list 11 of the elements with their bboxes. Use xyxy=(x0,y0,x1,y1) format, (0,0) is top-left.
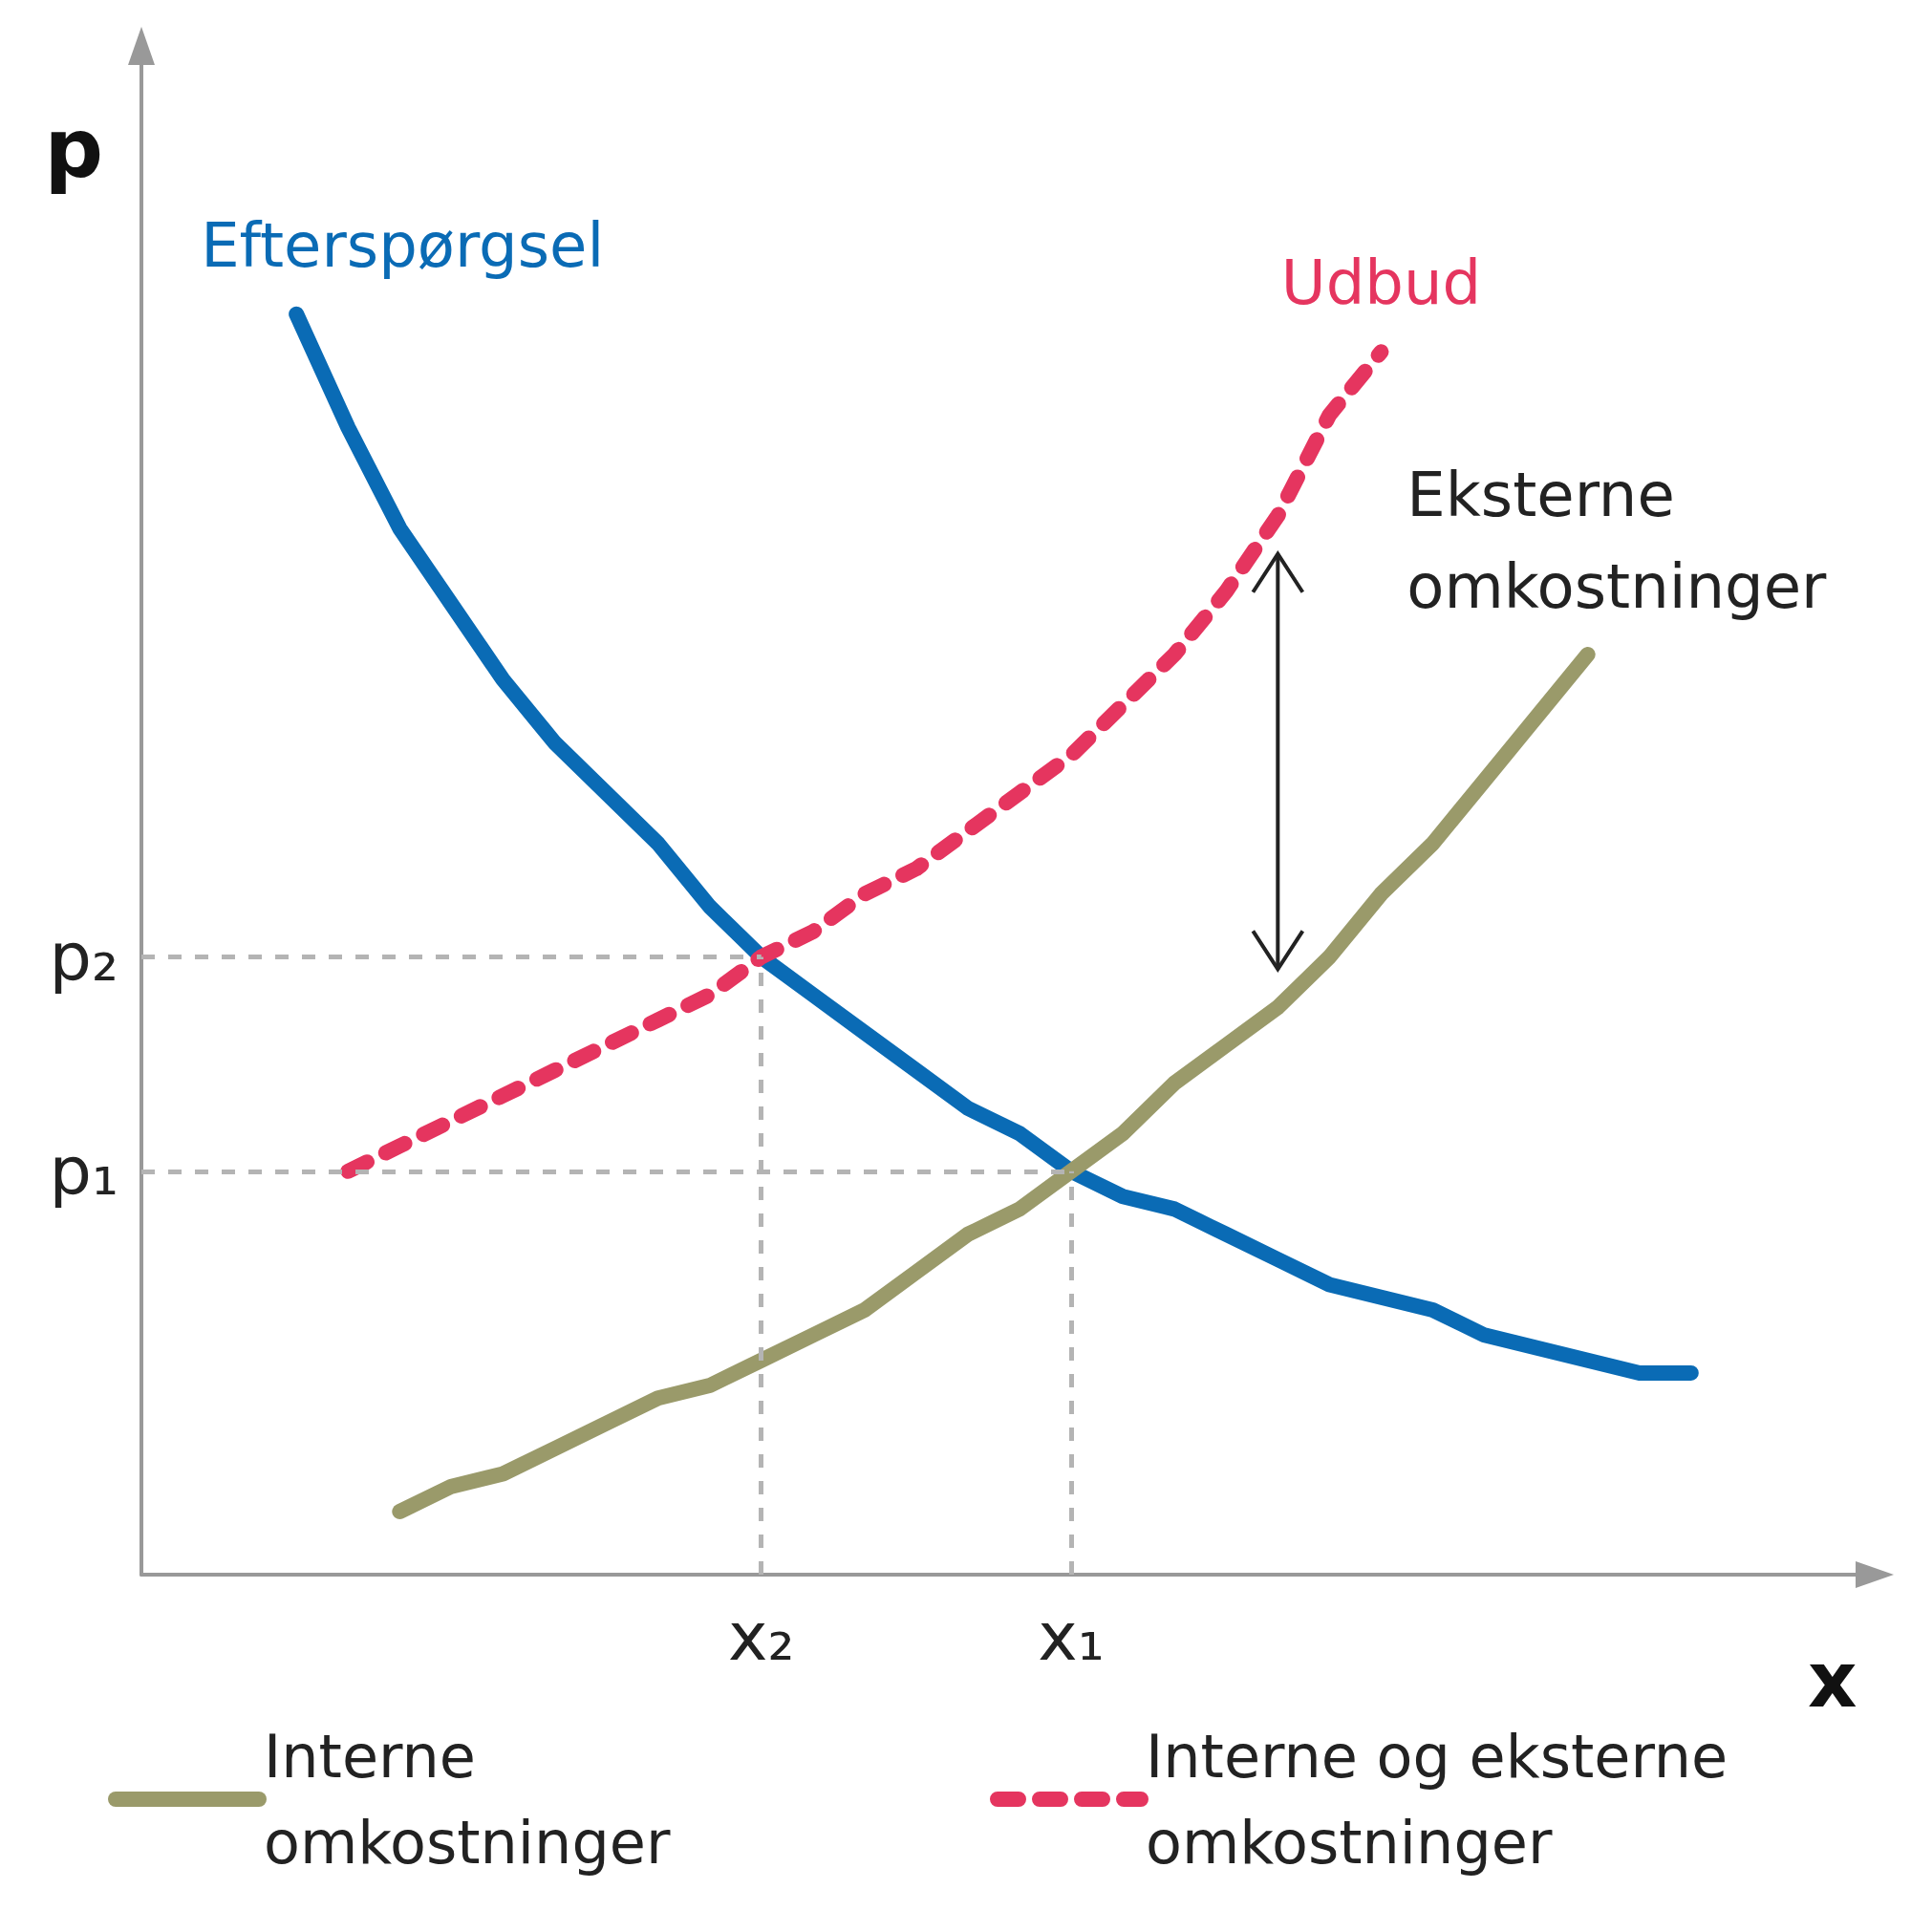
text: Efterspørgsel xyxy=(201,209,605,281)
annotation: Eksterne omkostninger xyxy=(1406,459,1828,622)
x-tick-label: x₁ xyxy=(1038,1598,1105,1676)
ref-line-label: p₂ xyxy=(49,917,118,997)
x-tick-label: x₂ xyxy=(727,1598,795,1676)
annotation: Udbud xyxy=(1280,247,1482,319)
legend-label: Interne og eksterne omkostninger xyxy=(1146,1721,1747,1878)
ref-line-label: p₁ xyxy=(49,1131,118,1211)
y-axis-title: p xyxy=(44,100,103,196)
x-axis-title: x xyxy=(1808,1635,1857,1725)
legend-label: Interne omkostninger xyxy=(264,1721,671,1878)
